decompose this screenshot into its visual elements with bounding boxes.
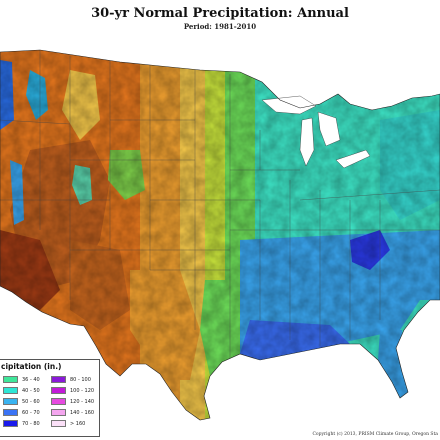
legend-label: 120 - 140 <box>70 398 95 405</box>
legend-item: 70 - 80 <box>3 419 51 428</box>
copyright-notice: Copyright (c) 2013, PRISM Climate Group,… <box>312 432 438 437</box>
legend-item: 60 - 70 <box>3 408 51 417</box>
legend-label: 70 - 80 <box>22 420 40 427</box>
legend-label: 50 - 60 <box>22 398 40 405</box>
legend-item: 80 - 100 <box>51 375 99 384</box>
lake-erie <box>335 149 371 169</box>
precipitation-legend: cipitation (in.) 36 - 40 80 - 100 40 - 50 1… <box>0 359 100 437</box>
legend-item: 100 - 120 <box>51 386 99 395</box>
legend-swatch <box>3 398 18 405</box>
map-title: 30-yr Normal Precipitation: Annual <box>91 6 349 21</box>
lake-superior <box>261 95 317 115</box>
legend-item: 120 - 140 <box>51 397 99 406</box>
state-boundaries <box>0 50 440 360</box>
legend-label: 36 - 40 <box>22 376 40 383</box>
legend-item: 36 - 40 <box>3 375 51 384</box>
legend-item: > 160 <box>51 419 99 428</box>
map-subtitle: Period: 1981-2010 <box>183 22 257 31</box>
legend-swatch <box>51 409 66 416</box>
legend-swatch <box>51 398 66 405</box>
legend-swatch <box>3 409 18 416</box>
legend-label: 40 - 50 <box>22 387 40 394</box>
legend-grid: 36 - 40 80 - 100 40 - 50 100 - 120 50 - 60 12… <box>3 375 99 428</box>
legend-swatch <box>3 420 18 427</box>
legend-swatch <box>51 376 66 383</box>
legend-swatch <box>3 376 18 383</box>
legend-swatch <box>3 387 18 394</box>
legend-label: > 160 <box>70 420 86 427</box>
legend-item: 140 - 160 <box>51 408 99 417</box>
legend-label: 80 - 100 <box>70 376 91 383</box>
legend-label: 100 - 120 <box>70 387 95 394</box>
lake-huron <box>317 111 341 147</box>
legend-swatch <box>51 387 66 394</box>
legend-title: cipitation (in.) <box>1 362 62 371</box>
legend-item: 50 - 60 <box>3 397 51 406</box>
lake-michigan <box>299 117 315 167</box>
legend-swatch <box>51 420 66 427</box>
legend-label: 140 - 160 <box>70 409 95 416</box>
legend-item: 40 - 50 <box>3 386 51 395</box>
legend-label: 60 - 70 <box>22 409 40 416</box>
